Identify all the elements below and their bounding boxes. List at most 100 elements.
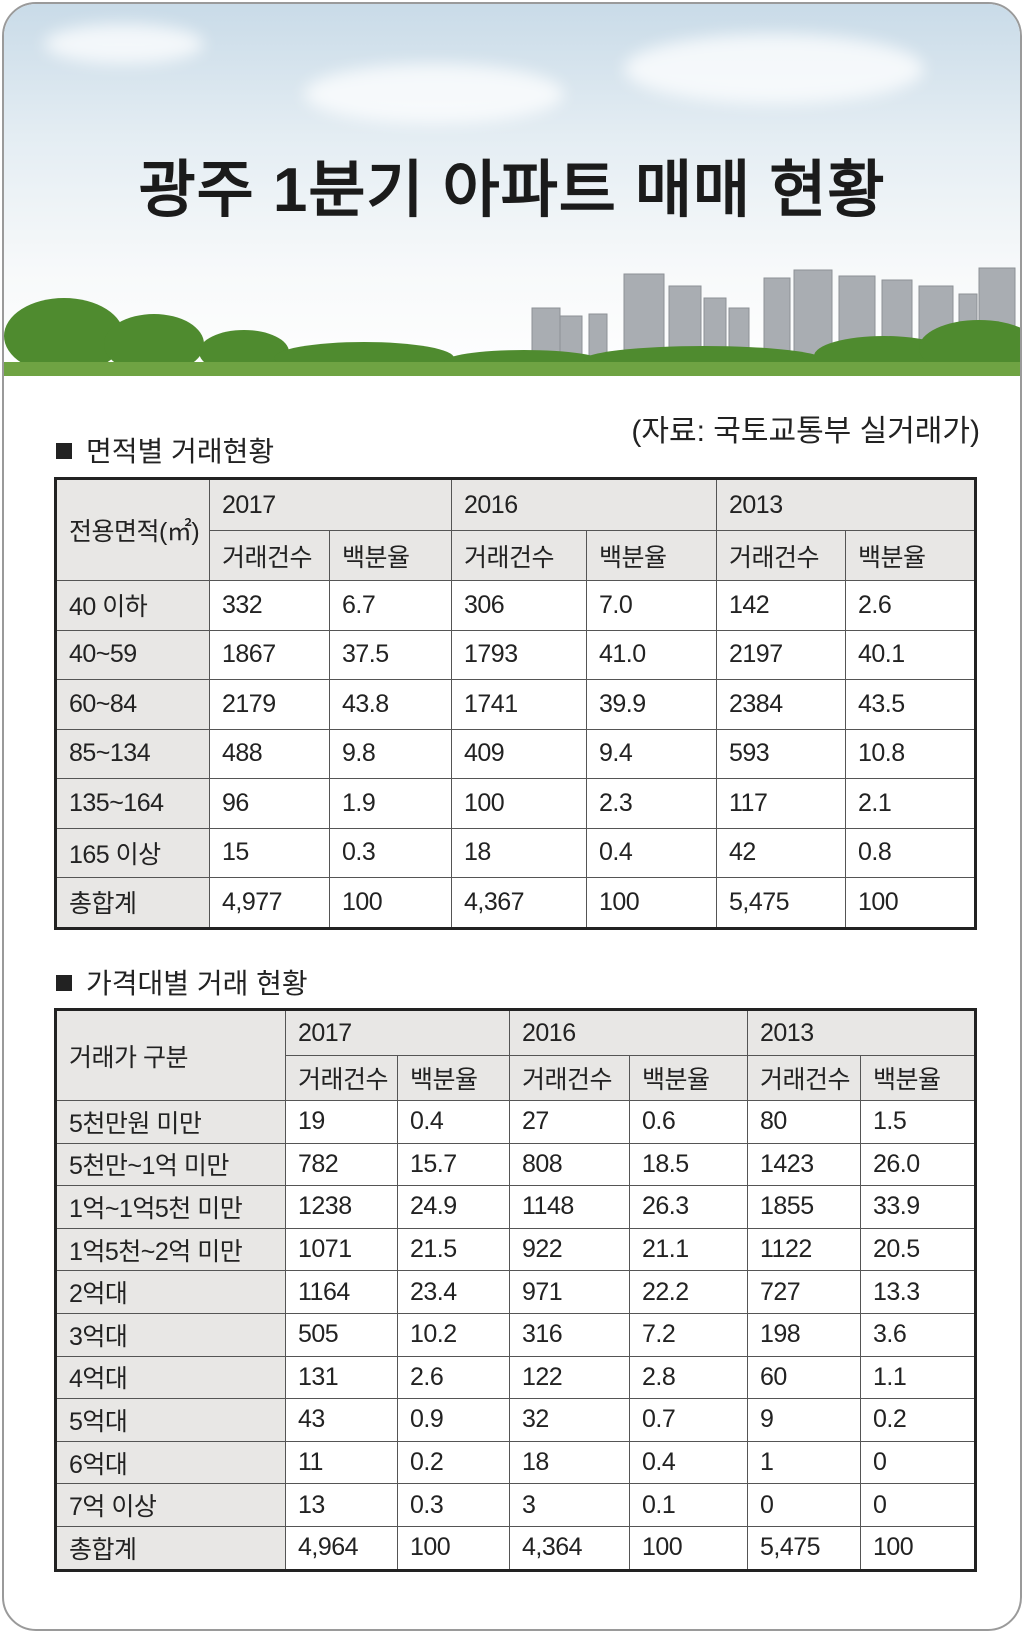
table-row: 85~134 488 9.8 409 9.4 593 10.8 bbox=[55, 728, 976, 779]
area-table: 전용면적(㎡) 2017 2016 2013 거래건수 백분율 거래건수 백분율… bbox=[54, 477, 977, 930]
square-bullet-icon bbox=[56, 443, 72, 459]
area-section-heading: 면적별 거래현황 bbox=[56, 430, 274, 470]
table-row: 총합계 4,977 100 4,367 100 5,475 100 bbox=[55, 877, 976, 929]
table-row: 165 이상 15 0.3 18 0.4 42 0.8 bbox=[55, 827, 976, 878]
count-cell: 1423 bbox=[747, 1142, 861, 1187]
count-cell: 5,475 bbox=[716, 877, 846, 929]
count-cell: 43 bbox=[285, 1398, 398, 1442]
count-cell: 15 bbox=[209, 827, 330, 878]
percent-header: 백분율 bbox=[397, 1055, 510, 1101]
percent-cell: 100 bbox=[397, 1525, 510, 1571]
row-label: 60~84 bbox=[55, 679, 210, 730]
percent-cell: 1.1 bbox=[860, 1355, 976, 1400]
row-label: 총합계 bbox=[55, 877, 210, 929]
count-header: 거래건수 bbox=[451, 530, 587, 581]
row-header: 전용면적(㎡) bbox=[55, 478, 210, 581]
percent-cell: 18.5 bbox=[629, 1142, 748, 1187]
area-heading-text: 면적별 거래현황 bbox=[86, 436, 275, 467]
row-label: 5천만원 미만 bbox=[55, 1100, 286, 1144]
row-label: 2억대 bbox=[55, 1270, 286, 1314]
count-cell: 316 bbox=[509, 1312, 630, 1357]
row-label: 40 이하 bbox=[55, 580, 210, 631]
count-cell: 198 bbox=[747, 1312, 861, 1357]
count-cell: 11 bbox=[285, 1440, 398, 1485]
row-label: 135~164 bbox=[55, 778, 210, 829]
year-header: 2016 bbox=[509, 1009, 748, 1056]
table-row: 6억대 11 0.2 18 0.4 1 0 bbox=[55, 1440, 976, 1485]
count-cell: 409 bbox=[451, 728, 587, 779]
percent-cell: 26.3 bbox=[629, 1185, 748, 1229]
percent-cell: 2.6 bbox=[845, 580, 976, 631]
percent-cell: 21.1 bbox=[629, 1227, 748, 1272]
year-header: 2013 bbox=[747, 1009, 976, 1056]
percent-cell: 1.5 bbox=[860, 1100, 976, 1144]
count-cell: 9 bbox=[747, 1398, 861, 1442]
count-cell: 117 bbox=[716, 778, 846, 829]
percent-cell: 10.2 bbox=[397, 1312, 510, 1357]
percent-cell: 0.4 bbox=[397, 1100, 510, 1144]
percent-cell: 2.3 bbox=[586, 778, 717, 829]
count-header: 거래건수 bbox=[747, 1055, 861, 1101]
year-header: 2017 bbox=[209, 478, 452, 531]
percent-cell: 43.8 bbox=[329, 679, 452, 730]
percent-cell: 0.4 bbox=[629, 1440, 748, 1485]
count-cell: 1071 bbox=[285, 1227, 398, 1272]
count-cell: 922 bbox=[509, 1227, 630, 1272]
row-label: 85~134 bbox=[55, 728, 210, 779]
percent-cell: 0.7 bbox=[629, 1398, 748, 1442]
count-cell: 27 bbox=[509, 1100, 630, 1144]
count-cell: 80 bbox=[747, 1100, 861, 1144]
count-cell: 1741 bbox=[451, 679, 587, 730]
count-cell: 1793 bbox=[451, 629, 587, 680]
table-row: 1억5천~2억 미만 1071 21.5 922 21.1 1122 20.5 bbox=[55, 1227, 976, 1272]
percent-header: 백분율 bbox=[845, 530, 976, 581]
count-cell: 4,964 bbox=[285, 1525, 398, 1571]
percent-cell: 10.8 bbox=[845, 728, 976, 779]
percent-cell: 0.1 bbox=[629, 1483, 748, 1527]
row-label: 1억5천~2억 미만 bbox=[55, 1227, 286, 1272]
percent-cell: 9.8 bbox=[329, 728, 452, 779]
table-row: 7억 이상 13 0.3 3 0.1 0 0 bbox=[55, 1483, 976, 1527]
year-header: 2013 bbox=[716, 478, 976, 531]
city-skyline-illustration bbox=[4, 267, 1020, 376]
row-label: 7억 이상 bbox=[55, 1483, 286, 1527]
count-cell: 3 bbox=[509, 1483, 630, 1527]
count-cell: 593 bbox=[716, 728, 846, 779]
table-row: 40~59 1867 37.5 1793 41.0 2197 40.1 bbox=[55, 629, 976, 680]
percent-cell: 100 bbox=[629, 1525, 748, 1571]
count-cell: 1122 bbox=[747, 1227, 861, 1272]
percent-cell: 0.4 bbox=[586, 827, 717, 878]
count-cell: 1148 bbox=[509, 1185, 630, 1229]
percent-cell: 0.2 bbox=[397, 1440, 510, 1485]
percent-header: 백분율 bbox=[329, 530, 452, 581]
table-row: 1억~1억5천 미만 1238 24.9 1148 26.3 1855 33.9 bbox=[55, 1185, 976, 1229]
percent-cell: 41.0 bbox=[586, 629, 717, 680]
count-cell: 808 bbox=[509, 1142, 630, 1187]
count-cell: 1164 bbox=[285, 1270, 398, 1314]
count-cell: 971 bbox=[509, 1270, 630, 1314]
count-cell: 122 bbox=[509, 1355, 630, 1400]
count-cell: 782 bbox=[285, 1142, 398, 1187]
count-cell: 18 bbox=[451, 827, 587, 878]
percent-cell: 3.6 bbox=[860, 1312, 976, 1357]
percent-cell: 23.4 bbox=[397, 1270, 510, 1314]
percent-cell: 9.4 bbox=[586, 728, 717, 779]
count-header: 거래건수 bbox=[209, 530, 330, 581]
table-row: 5천만~1억 미만 782 15.7 808 18.5 1423 26.0 bbox=[55, 1142, 976, 1187]
count-cell: 2197 bbox=[716, 629, 846, 680]
percent-cell: 100 bbox=[860, 1525, 976, 1571]
percent-cell: 0.9 bbox=[397, 1398, 510, 1442]
count-cell: 1867 bbox=[209, 629, 330, 680]
count-cell: 32 bbox=[509, 1398, 630, 1442]
percent-cell: 26.0 bbox=[860, 1142, 976, 1187]
count-cell: 505 bbox=[285, 1312, 398, 1357]
percent-cell: 0 bbox=[860, 1483, 976, 1527]
percent-cell: 100 bbox=[586, 877, 717, 929]
percent-cell: 100 bbox=[845, 877, 976, 929]
count-cell: 19 bbox=[285, 1100, 398, 1144]
percent-cell: 13.3 bbox=[860, 1270, 976, 1314]
row-label: 5억대 bbox=[55, 1398, 286, 1442]
row-label: 6억대 bbox=[55, 1440, 286, 1485]
percent-cell: 0.3 bbox=[397, 1483, 510, 1527]
count-cell: 2384 bbox=[716, 679, 846, 730]
